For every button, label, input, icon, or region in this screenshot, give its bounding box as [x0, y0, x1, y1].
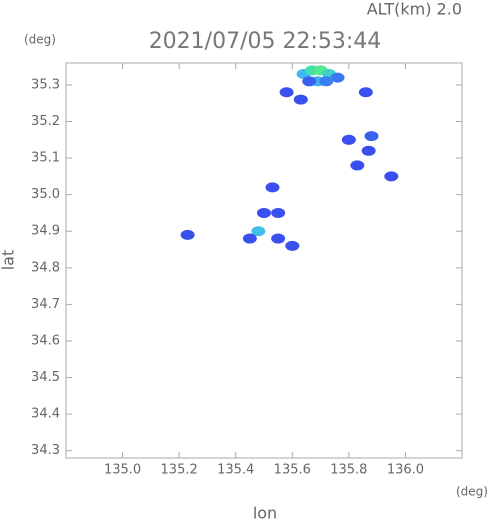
radar-echo	[361, 145, 376, 156]
y-unit: (deg)	[24, 33, 56, 47]
chart-title: 2021/07/05 22:53:44	[149, 29, 382, 54]
y-tick-label: 35.1	[31, 151, 60, 166]
y-tick-label: 34.5	[31, 370, 60, 385]
x-tick-label: 135.6	[274, 463, 311, 478]
x-tick-label: 135.8	[330, 463, 367, 478]
radar-echo	[319, 76, 334, 87]
x-tick-label: 135.4	[217, 463, 254, 478]
plot-frame	[65, 62, 463, 459]
radar-echo	[341, 134, 356, 145]
radar-echo	[251, 226, 266, 237]
radar-echo	[180, 229, 195, 240]
radar-echo	[330, 72, 345, 83]
y-tick-label: 34.9	[31, 224, 60, 239]
x-tick-label: 135.2	[161, 463, 198, 478]
radar-echo	[242, 233, 257, 244]
radar-echo	[293, 94, 308, 105]
radar-echo	[265, 182, 280, 193]
y-tick-label: 34.4	[31, 407, 60, 422]
x-tick-label: 136.0	[387, 463, 424, 478]
y-tick-label: 35.2	[31, 114, 60, 129]
radar-echo	[271, 207, 286, 218]
y-tick-label: 35.3	[31, 77, 60, 92]
y-tick-label: 34.8	[31, 260, 60, 275]
radar-echo	[271, 233, 286, 244]
radar-echo	[384, 171, 399, 182]
radar-echo	[358, 87, 373, 98]
y-axis-title: lat	[0, 250, 18, 271]
radar-echo	[285, 240, 300, 251]
x-unit: (deg)	[456, 485, 488, 499]
radar-echo	[302, 76, 317, 87]
y-tick-label: 34.6	[31, 333, 60, 348]
y-tick-label: 35.0	[31, 187, 60, 202]
radar-echo	[364, 131, 379, 142]
x-tick-label: 135.0	[104, 463, 141, 478]
y-tick-label: 34.7	[31, 297, 60, 312]
radar-echo	[257, 207, 271, 218]
y-tick-label: 34.3	[31, 443, 60, 458]
radar-echo	[350, 160, 365, 171]
radar-echo	[279, 87, 294, 98]
x-axis-title: lon	[253, 504, 277, 521]
altitude-label: ALT(km) 2.0	[367, 0, 462, 19]
